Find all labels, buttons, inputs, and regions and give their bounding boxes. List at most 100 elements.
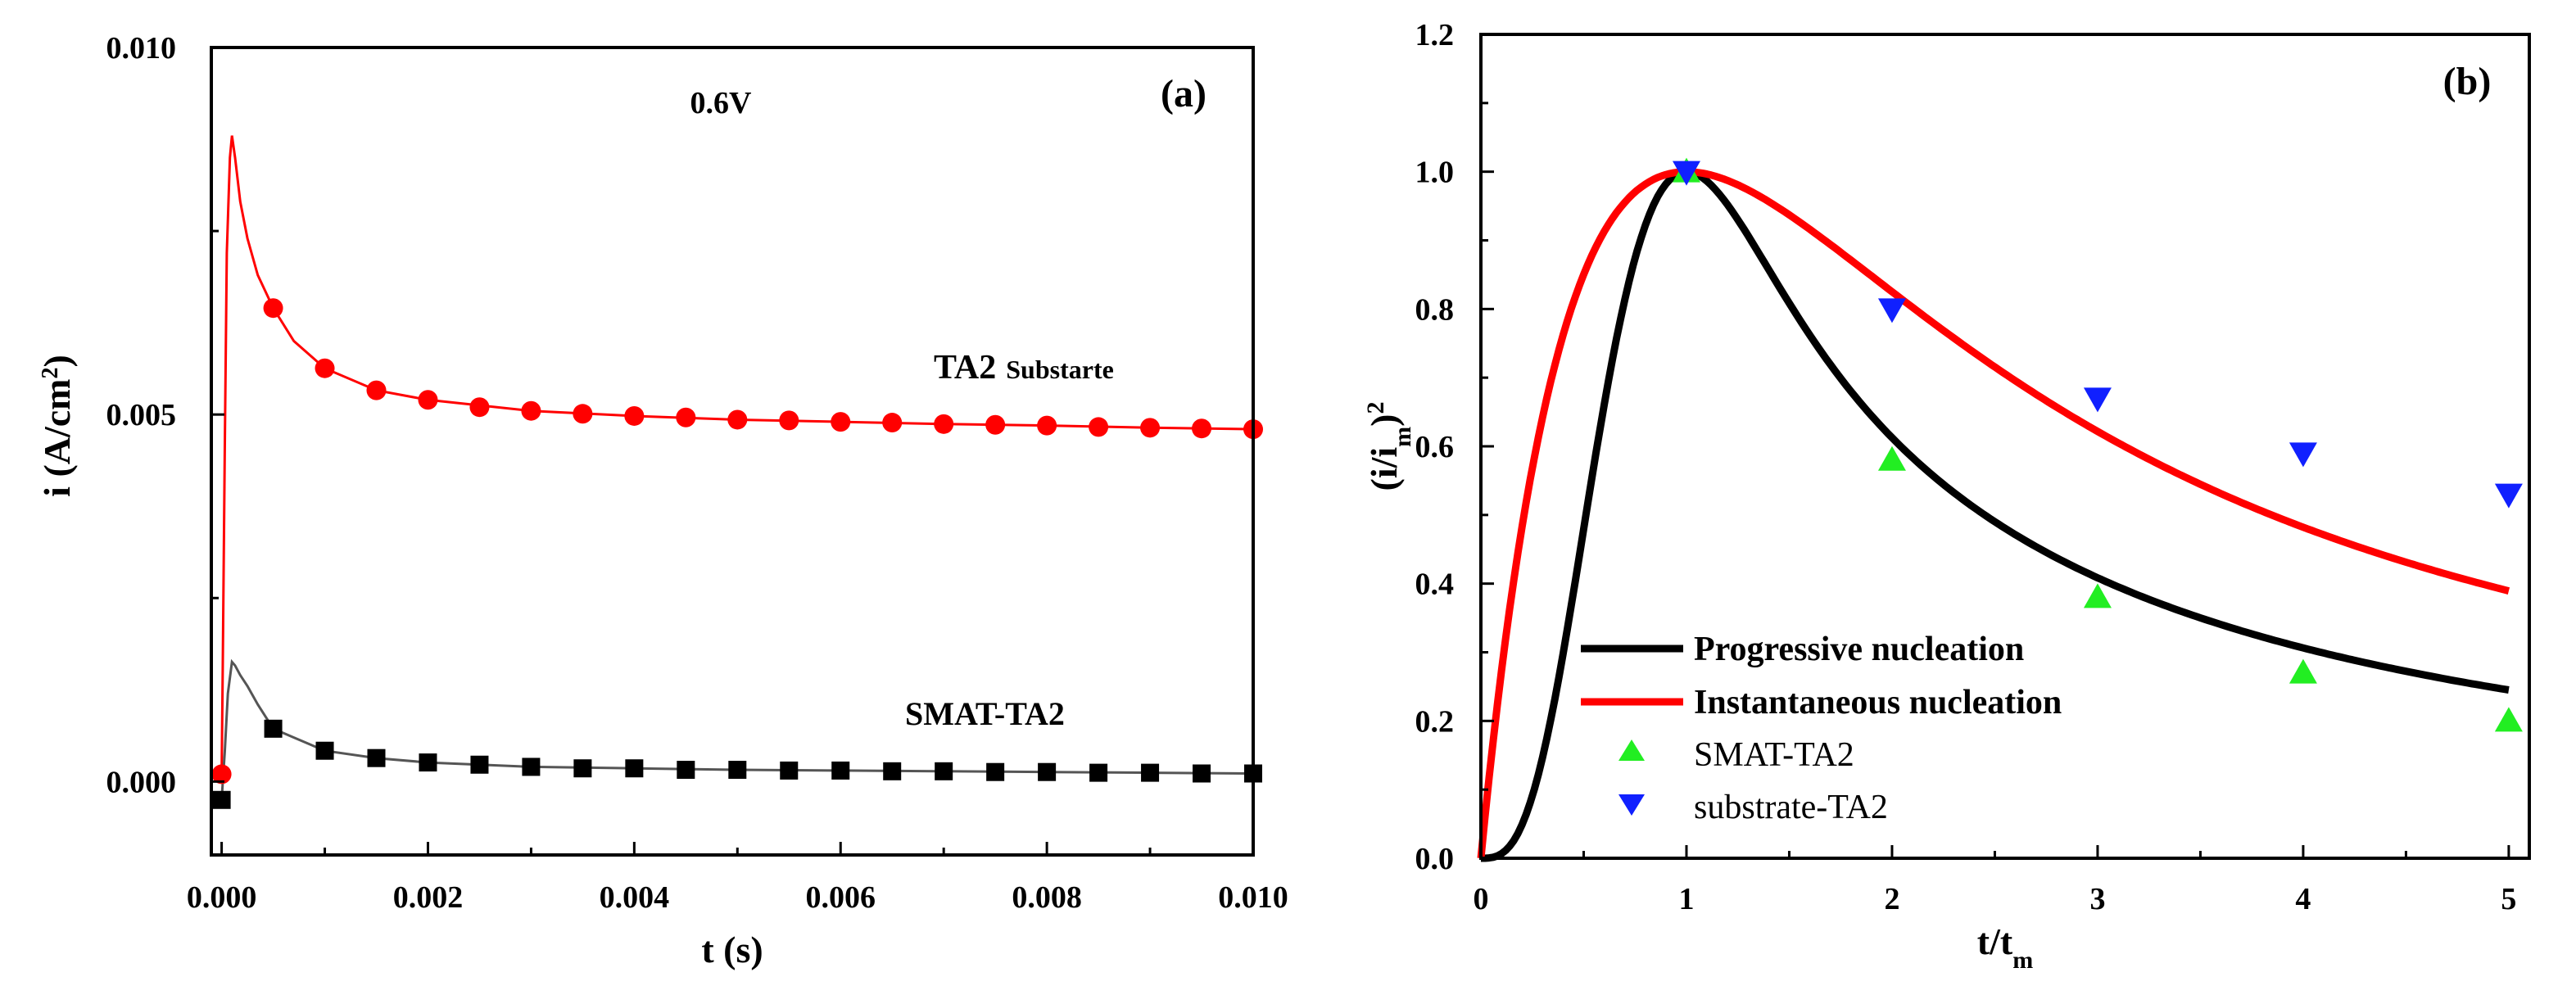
panel-a-point-ta2-substrate bbox=[469, 397, 490, 418]
panel-a-point-ta2-substrate bbox=[211, 764, 232, 785]
panel-a-point-smat-ta2 bbox=[1141, 763, 1160, 782]
panel-a-point-ta2-substrate bbox=[315, 358, 335, 378]
panel-b-y-axis-label: (i/im)2 bbox=[1362, 402, 1416, 491]
panel-a-point-ta2-substrate bbox=[727, 409, 748, 430]
panel-a-x-tick-label: 0.008 bbox=[1012, 880, 1082, 915]
panel-a-series-label-ta2: TA2 Substarte bbox=[934, 349, 1114, 387]
panel-a-point-smat-ta2 bbox=[935, 762, 953, 780]
panel-a-point-smat-ta2 bbox=[831, 761, 850, 780]
panel-a-x-axis-label: t (s) bbox=[701, 929, 763, 970]
panel-a-markers bbox=[211, 298, 1263, 809]
legend-marker-smat bbox=[1618, 739, 1645, 761]
panel-a-point-smat-ta2 bbox=[522, 758, 541, 776]
panel-b-y-tick-label: 1.2 bbox=[1415, 18, 1455, 52]
panel-b-curves bbox=[1477, 168, 2510, 862]
panel-a-point-ta2-substrate bbox=[1140, 418, 1161, 438]
panel-a-x-tick-label: 0.004 bbox=[600, 880, 670, 915]
panel-b-point-substrate-ta2 bbox=[1672, 161, 1700, 186]
panel-a-point-smat-ta2 bbox=[264, 719, 283, 738]
panel-a-point-ta2-substrate bbox=[1192, 418, 1212, 439]
legend-marker-substrate bbox=[1618, 794, 1645, 816]
panel-a-point-smat-ta2 bbox=[1089, 763, 1108, 782]
legend-label-smat: SMAT-TA2 bbox=[1694, 736, 1854, 774]
panel-b-y-tick-label: 0.0 bbox=[1415, 842, 1455, 876]
panel-b-y-tick-label: 0.2 bbox=[1415, 704, 1455, 739]
panel-a-series-label-smat: SMAT-TA2 bbox=[905, 695, 1065, 732]
panel-a-point-ta2-substrate bbox=[366, 380, 387, 400]
panel-a-y-tick-label: 0.000 bbox=[106, 765, 177, 799]
panel-a-line-ta2-substrate bbox=[220, 135, 1254, 775]
panel-a-y-tick-label: 0.010 bbox=[106, 31, 177, 66]
panel-b-x-tick-label: 3 bbox=[2089, 882, 2105, 916]
panel-a-point-smat-ta2 bbox=[986, 762, 1005, 781]
panel-b-point-substrate-ta2 bbox=[2289, 442, 2317, 468]
panel-b-y-tick-label: 1.0 bbox=[1415, 156, 1455, 190]
panel-b-point-substrate-ta2 bbox=[2494, 483, 2523, 509]
legend-label-instantaneous: Instantaneous nucleation bbox=[1694, 684, 2062, 721]
panel-a-y-axis-label: i (A/cm2) bbox=[36, 355, 78, 497]
panel-b-y-tick-label: 0.4 bbox=[1415, 568, 1455, 602]
panel-b-x-tick-label: 1 bbox=[1678, 882, 1694, 916]
panel-a-point-ta2-substrate bbox=[831, 412, 851, 432]
panel-a-point-smat-ta2 bbox=[728, 761, 747, 780]
panel-a-point-ta2-substrate bbox=[1037, 415, 1057, 436]
panel-a-curves bbox=[220, 135, 1254, 800]
panel-b-x-tick-label: 4 bbox=[2295, 882, 2311, 916]
panel-b-x-tick-label: 5 bbox=[2501, 882, 2516, 916]
panel-a-point-smat-ta2 bbox=[315, 741, 334, 760]
panel-b-point-smat-ta2 bbox=[1877, 445, 1906, 471]
panel-a-point-smat-ta2 bbox=[780, 761, 799, 780]
panel-b-point-smat-ta2 bbox=[2083, 583, 2112, 608]
panel-a-x-tick-label: 0.000 bbox=[187, 880, 257, 915]
panel-b-point-smat-ta2 bbox=[2494, 707, 2523, 732]
panel-b-x-tick-label: 2 bbox=[1884, 882, 1899, 916]
panel-b-markers bbox=[1672, 157, 2523, 732]
panel-a-point-smat-ta2 bbox=[212, 790, 231, 809]
panel-a-point-smat-ta2 bbox=[677, 761, 695, 780]
panel-b-curve-progressive bbox=[1481, 168, 2510, 862]
panel-b-ticks: 0 1 2 3 4 5 0.0 0.2 0.4 0.6 0.8 1.0 1.2 bbox=[1415, 18, 2517, 916]
panel-b-x-axis-label: t/tm bbox=[1977, 920, 2033, 974]
panel-b-chart: 0 1 2 3 4 5 0.0 0.2 0.4 0.6 0.8 1.0 1.2 (b) t/tm (i/… bbox=[1362, 18, 2531, 974]
panel-a-annotation-voltage: 0.6V bbox=[690, 86, 753, 120]
panel-a-point-smat-ta2 bbox=[883, 762, 902, 780]
panel-a-ticks: 0.000 0.002 0.004 0.006 0.008 0.010 0.000 0.005… bbox=[106, 31, 1288, 915]
panel-b-plot-frame bbox=[1479, 33, 2531, 860]
panel-a-chart: 0.000 0.002 0.004 0.006 0.008 0.010 0.000 0.005… bbox=[36, 31, 1288, 970]
panel-a-point-smat-ta2 bbox=[419, 753, 437, 772]
panel-a-point-smat-ta2 bbox=[625, 759, 644, 778]
panel-b-x-tick-label: 0 bbox=[1474, 882, 1489, 916]
panel-a-point-ta2-substrate bbox=[573, 404, 593, 424]
panel-a-x-tick-label: 0.006 bbox=[805, 880, 876, 915]
panel-a-label: (a) bbox=[1161, 72, 1207, 115]
panel-a-point-ta2-substrate bbox=[882, 413, 903, 433]
panel-a-point-ta2-substrate bbox=[779, 410, 799, 431]
panel-a-point-ta2-substrate bbox=[263, 298, 283, 319]
panel-b-curve-instantaneous bbox=[1477, 168, 2510, 859]
panel-a-point-smat-ta2 bbox=[1193, 764, 1211, 783]
panel-a-point-ta2-substrate bbox=[985, 414, 1006, 435]
panel-b-label: (b) bbox=[2443, 60, 2492, 103]
panel-a-point-smat-ta2 bbox=[573, 759, 592, 778]
panel-b-legend: Progressive nucleation Instantaneous nuc… bbox=[1581, 631, 2062, 826]
panel-a-point-smat-ta2 bbox=[470, 755, 489, 774]
panel-a-plot-frame bbox=[210, 46, 1255, 857]
panel-a-x-tick-label: 0.002 bbox=[393, 880, 464, 915]
panel-a-y-tick-label: 0.005 bbox=[106, 398, 177, 432]
panel-a-point-ta2-substrate bbox=[676, 407, 696, 427]
panel-a-point-ta2-substrate bbox=[418, 390, 438, 410]
legend-label-progressive: Progressive nucleation bbox=[1694, 631, 2024, 668]
panel-b-point-substrate-ta2 bbox=[1877, 298, 1906, 323]
panel-b-y-tick-label: 0.8 bbox=[1415, 292, 1455, 327]
legend-label-substrate: substrate-TA2 bbox=[1694, 789, 1888, 826]
panel-a-x-tick-label: 0.010 bbox=[1218, 880, 1288, 915]
panel-b-y-tick-label: 0.6 bbox=[1415, 430, 1455, 464]
panel-a-point-smat-ta2 bbox=[367, 749, 386, 767]
panel-a-point-smat-ta2 bbox=[1038, 762, 1057, 781]
panel-b-point-smat-ta2 bbox=[2289, 658, 2317, 684]
panel-a-point-ta2-substrate bbox=[521, 400, 541, 421]
panel-a-point-ta2-substrate bbox=[624, 405, 645, 426]
panel-a-point-ta2-substrate bbox=[1089, 417, 1109, 437]
panel-a-point-ta2-substrate bbox=[934, 414, 954, 434]
